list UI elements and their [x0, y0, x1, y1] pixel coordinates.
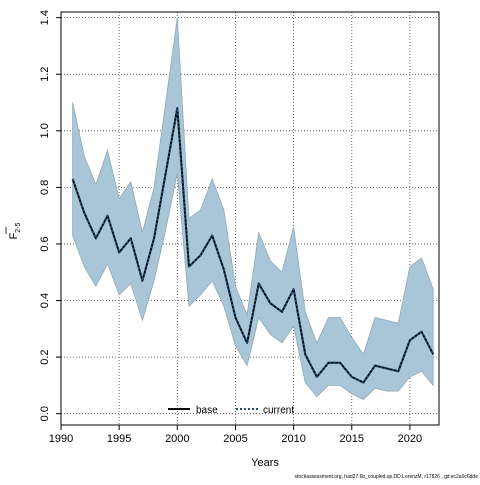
- y-axis-title: F2-5: [5, 222, 22, 239]
- y-tick-label: 1.2: [39, 67, 51, 82]
- y-tick-label: 0.0: [39, 406, 51, 421]
- series-line-current: [71, 107, 435, 384]
- x-tick-label: 2005: [223, 433, 247, 445]
- svg-text:F2-5: F2-5: [8, 222, 22, 239]
- series-layer: [71, 107, 435, 384]
- y-tick-label: 0.6: [39, 236, 51, 251]
- y-tick-label: 1.0: [39, 123, 51, 138]
- x-tick-label: 2010: [281, 433, 305, 445]
- x-tick-label: 2000: [165, 433, 189, 445]
- legend: base current: [168, 405, 294, 416]
- x-axis-title: Years: [251, 457, 279, 469]
- x-tick-label: 1995: [107, 433, 131, 445]
- x-tick-label: 2020: [398, 433, 422, 445]
- y-tick-label: 0.8: [39, 180, 51, 195]
- legend-label-base: base: [196, 405, 218, 416]
- confidence-band: [72, 17, 434, 401]
- x-tick-label: 1990: [49, 433, 73, 445]
- footer-source: stockassessment.org, had27.6b_coupled.qs…: [295, 474, 479, 480]
- y-tick-label: 0.4: [39, 293, 51, 308]
- plot-frame: [60, 11, 440, 426]
- x-axis: 1990 1995 2000 2005 2010 2015 2020: [49, 425, 422, 445]
- y-tick-label: 1.4: [39, 10, 51, 25]
- x-tick-label: 2015: [340, 433, 364, 445]
- y-axis-title-sub: 2-5: [15, 222, 22, 232]
- y-tick-label: 0.2: [39, 349, 51, 364]
- legend-label-current: current: [263, 405, 294, 416]
- y-axis-title-main: F: [8, 232, 20, 239]
- y-axis: 0.0 0.2 0.4 0.6 0.8 1.0 1.2 1.4: [39, 10, 61, 421]
- confidence-band-layer: [72, 17, 434, 401]
